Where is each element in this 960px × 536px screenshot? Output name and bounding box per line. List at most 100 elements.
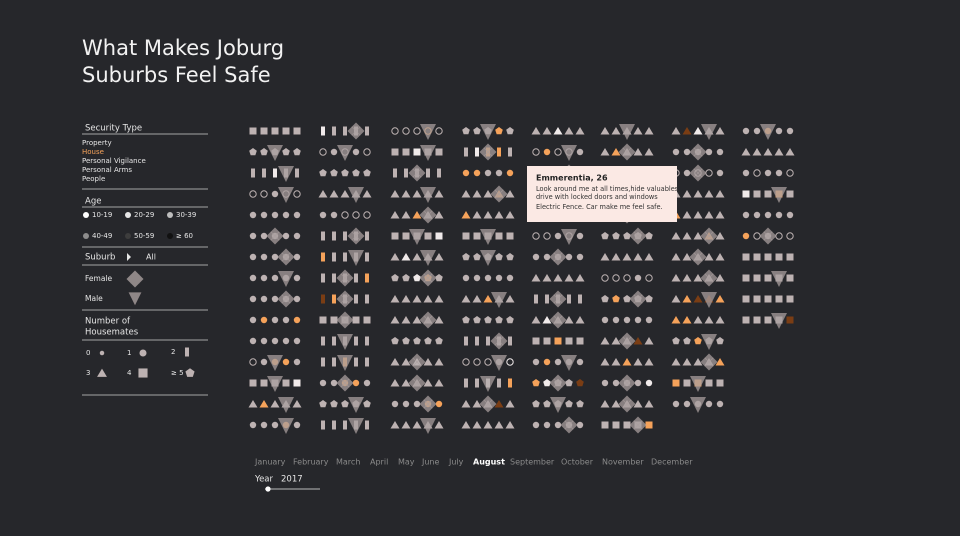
glyph (473, 274, 481, 282)
glyph (543, 253, 551, 261)
glyph (271, 295, 279, 303)
glyph (461, 190, 471, 198)
glyph (644, 400, 654, 408)
housemates-option[interactable]: 4 (127, 369, 132, 377)
glyph (682, 316, 692, 324)
year-slider-knob[interactable] (265, 486, 271, 492)
glyph (671, 358, 681, 366)
age-swatch[interactable] (167, 233, 173, 239)
age-option[interactable]: 10-19 (92, 211, 112, 219)
glyph (412, 190, 422, 198)
month-tab[interactable]: November (602, 458, 644, 467)
age-swatch[interactable] (125, 212, 131, 218)
glyph-overlay (340, 298, 350, 308)
glyph (260, 358, 268, 366)
housemates-option[interactable]: 3 (86, 369, 90, 377)
glyph (282, 127, 290, 135)
age-option[interactable]: 50-59 (134, 232, 154, 240)
age-option[interactable]: 40-49 (92, 232, 112, 240)
glyph (543, 232, 551, 240)
glyph (293, 295, 301, 303)
glyph (683, 379, 691, 387)
glyph (742, 232, 750, 240)
age-option[interactable]: ≥ 60 (176, 232, 193, 240)
section-title: Housemates (85, 328, 139, 338)
glyph (764, 190, 772, 198)
housemates-option[interactable]: 0 (86, 349, 90, 357)
glyph (271, 127, 279, 135)
glyph (554, 232, 562, 240)
housemates-option[interactable]: 2 (171, 348, 175, 356)
glyph (764, 169, 772, 177)
glyph (424, 337, 432, 345)
age-swatch[interactable] (83, 212, 89, 218)
glyph (716, 379, 724, 387)
glyph (249, 421, 257, 429)
glyph (623, 274, 631, 282)
suburb-value[interactable]: All (146, 253, 156, 262)
glyph (363, 169, 371, 177)
month-tab[interactable]: December (651, 458, 693, 467)
security-option[interactable]: Personal Vigilance (82, 157, 146, 165)
glyph (764, 274, 772, 282)
glyph-overlay (771, 271, 787, 287)
glyph (565, 379, 573, 387)
housemates-option[interactable]: ≥ 5 (171, 369, 184, 377)
glyph (251, 168, 255, 178)
glyph (259, 400, 269, 408)
glyph (600, 337, 610, 345)
suburb-dropdown-arrow[interactable] (127, 253, 131, 261)
glyph (473, 253, 481, 261)
glyph-overlay (763, 235, 773, 245)
month-tab[interactable]: September (510, 458, 555, 467)
age-swatch[interactable] (167, 212, 173, 218)
glyph (483, 190, 493, 198)
month-tab[interactable]: March (336, 458, 360, 467)
glyph (293, 211, 301, 219)
security-option[interactable]: Property (82, 139, 112, 147)
month-tab[interactable]: July (448, 458, 464, 467)
age-option[interactable]: 20-29 (134, 211, 154, 219)
security-option[interactable]: People (82, 175, 105, 183)
month-tab[interactable]: January (254, 458, 286, 467)
glyph (321, 273, 325, 283)
glyph (362, 190, 372, 198)
glyph-overlay (483, 151, 493, 161)
glyph (486, 336, 490, 346)
title-line: What Makes Joburg (82, 36, 284, 60)
glyph (321, 252, 325, 262)
glyph (683, 400, 691, 408)
glyph-overlay (340, 319, 350, 329)
glyph (295, 168, 299, 178)
glyph (543, 421, 551, 429)
security-option[interactable]: House (82, 148, 104, 156)
glyph (472, 295, 482, 303)
glyph (532, 400, 540, 408)
glyph (343, 126, 347, 136)
tooltip: Emmerentia, 26 Look around me at all tim… (527, 166, 679, 222)
month-tab[interactable]: May (398, 458, 415, 467)
age-swatch[interactable] (83, 233, 89, 239)
month-tab[interactable]: August (473, 458, 505, 467)
tooltip-box (527, 166, 677, 222)
glyph (554, 337, 562, 345)
glyph (576, 421, 584, 429)
month-tab[interactable]: October (561, 458, 594, 467)
glyph (423, 358, 433, 366)
month-tab[interactable]: June (421, 458, 440, 467)
glyph (532, 358, 540, 366)
month-tab[interactable]: April (370, 458, 388, 467)
security-option[interactable]: Personal Arms (82, 166, 132, 174)
age-option[interactable]: 30-39 (176, 211, 196, 219)
glyph (413, 274, 421, 282)
glyph (704, 190, 714, 198)
month-tab[interactable]: February (293, 458, 329, 467)
housemates-option[interactable]: 1 (127, 349, 131, 357)
glyph (704, 253, 714, 261)
glyph (508, 336, 512, 346)
age-swatch[interactable] (125, 233, 131, 239)
glyph (682, 127, 692, 135)
glyph (462, 358, 470, 366)
glyph (693, 295, 703, 303)
glyph (644, 253, 654, 261)
